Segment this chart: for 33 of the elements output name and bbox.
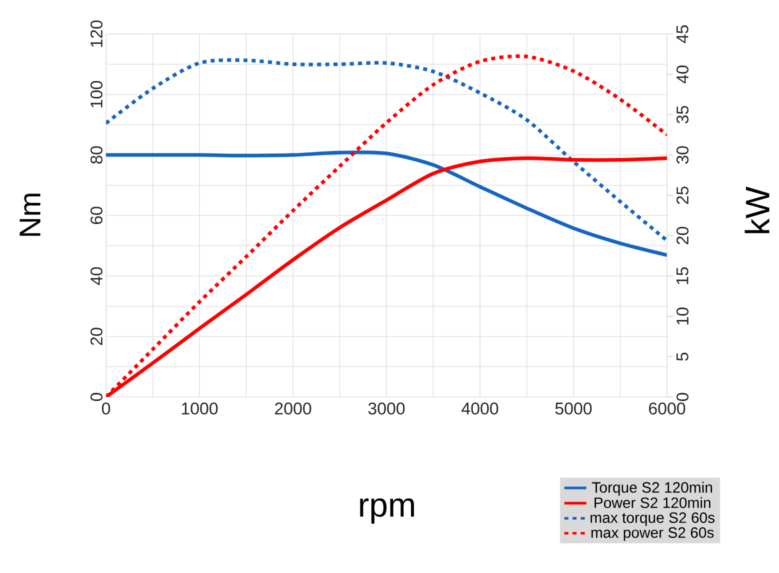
y-tick-label: 0 [90, 392, 102, 402]
y2-tick-label: 35 [676, 106, 689, 124]
y2-tick-label: 20 [676, 226, 689, 244]
x-tick-label: 5000 [555, 402, 592, 414]
y2-tick-label: 5 [676, 352, 688, 361]
x-tick-label: 2000 [275, 402, 312, 414]
y2-tick-label: 15 [676, 267, 688, 284]
line-series [106, 150, 667, 257]
x-tick-label: 0 [102, 402, 110, 414]
x-axis-title: rpm [360, 498, 414, 524]
x-tick-label: 6000 [649, 402, 686, 414]
x-tick-label: 1000 [182, 402, 218, 414]
line-series [106, 58, 667, 242]
legend-label: max torque S2 60s [590, 512, 715, 526]
legend-label: Torque S2 120min [592, 482, 712, 496]
y2-tick-label: 30 [676, 146, 689, 164]
y-tick-label: 120 [90, 20, 102, 47]
y2-tick-label: 40 [676, 66, 689, 84]
y-tick-label: 80 [90, 146, 102, 164]
y2-axis-title: kW [744, 186, 770, 234]
y2-tick-label: 45 [676, 25, 688, 44]
y-tick-label: 40 [90, 267, 102, 286]
y-tick-label: 60 [90, 206, 102, 224]
y2-tick-label: 10 [676, 308, 689, 324]
x-tick-label: 3000 [368, 402, 405, 414]
y-tick-label: 20 [90, 328, 102, 346]
y2-tick-label: 0 [676, 392, 689, 402]
legend-label: Power S2 120min [594, 497, 710, 508]
y-tick-label: 100 [90, 81, 102, 108]
y2-tick-label: 25 [676, 186, 689, 204]
y-axis-title: Nm [20, 194, 40, 236]
x-tick-label: 4000 [462, 402, 498, 414]
legend-label: max power S2 60s [591, 527, 714, 541]
